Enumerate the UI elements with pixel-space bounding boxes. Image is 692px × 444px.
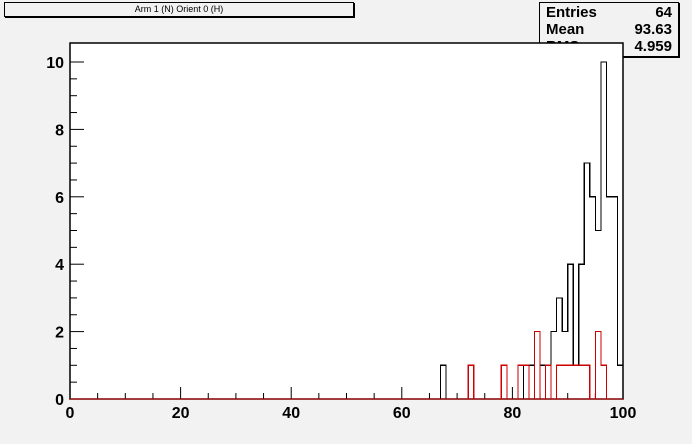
histogram-bin-series-2 bbox=[595, 332, 601, 399]
histogram-bin-series-1 bbox=[540, 365, 546, 399]
histogram-bin-series-1 bbox=[612, 197, 618, 399]
histogram-bin-series-1 bbox=[551, 332, 557, 399]
histogram-bin-series-2 bbox=[535, 332, 541, 399]
histogram-title: Arm 1 (N) Orient 0 (H) bbox=[4, 2, 354, 17]
histogram-bin-series-2 bbox=[568, 365, 574, 399]
entries-label: Entries bbox=[546, 4, 597, 21]
histogram-bin-series-2 bbox=[546, 365, 552, 399]
y-tick-label: 4 bbox=[55, 257, 64, 274]
histogram-bin-series-2 bbox=[584, 365, 590, 399]
x-tick-label: 100 bbox=[610, 405, 637, 422]
entries-value: 64 bbox=[655, 4, 672, 21]
histogram-bin-series-2 bbox=[557, 365, 563, 399]
x-tick-label: 40 bbox=[282, 405, 300, 422]
y-tick-label: 0 bbox=[55, 392, 64, 409]
histogram-bin-series-2 bbox=[523, 365, 529, 399]
histogram-bin-series-2 bbox=[573, 365, 579, 399]
x-tick-label: 60 bbox=[393, 405, 411, 422]
histogram-bin-series-2 bbox=[468, 365, 474, 399]
histogram-bin-series-1 bbox=[590, 197, 596, 399]
histogram-bin-series-2 bbox=[601, 365, 607, 399]
histogram-bin-series-1 bbox=[623, 45, 629, 399]
x-tick-label: 20 bbox=[172, 405, 190, 422]
x-tick-label: 0 bbox=[66, 405, 75, 422]
stats-row-entries: Entries 64 bbox=[540, 4, 678, 21]
histogram-series-2 bbox=[70, 331, 623, 400]
histogram-bin-series-1 bbox=[601, 62, 607, 399]
y-tick-label: 10 bbox=[46, 55, 64, 72]
histogram-bin-series-1 bbox=[617, 365, 623, 399]
histogram-bin-series-1 bbox=[606, 197, 612, 399]
rms-value: 4.959 bbox=[634, 38, 672, 55]
plot-frame bbox=[69, 42, 624, 400]
histogram-bin-series-2 bbox=[501, 365, 507, 399]
x-tick-label: 80 bbox=[504, 405, 522, 422]
histogram-bin-series-2 bbox=[579, 365, 585, 399]
y-tick-label: 8 bbox=[55, 122, 64, 139]
histogram-bin-series-1 bbox=[441, 365, 447, 399]
y-tick-label: 2 bbox=[55, 325, 64, 342]
histogram-bin-series-2 bbox=[518, 365, 524, 399]
histogram-bin-series-2 bbox=[562, 365, 568, 399]
mean-label: Mean bbox=[546, 21, 585, 38]
histogram-bin-series-1 bbox=[584, 163, 590, 399]
mean-value: 93.63 bbox=[634, 21, 672, 38]
y-tick-label: 6 bbox=[55, 190, 64, 207]
histogram-bin-series-1 bbox=[529, 365, 535, 399]
stats-row-mean: Mean 93.63 bbox=[540, 21, 678, 38]
